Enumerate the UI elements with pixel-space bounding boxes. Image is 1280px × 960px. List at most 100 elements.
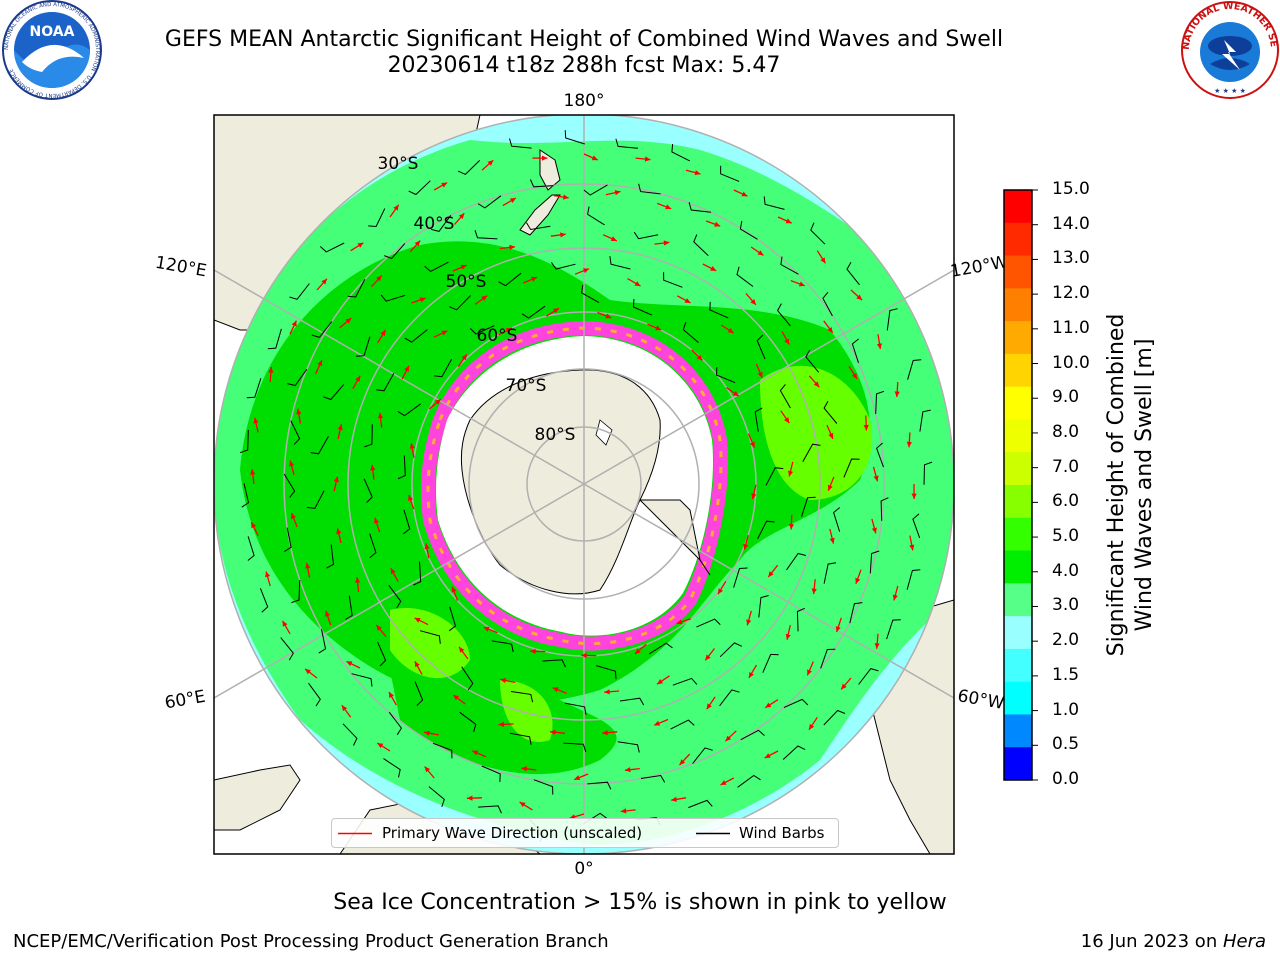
wave-arrow-head (871, 527, 877, 534)
wind-barb (779, 384, 791, 409)
wind-barb (754, 407, 763, 432)
wave-arrow-head (892, 594, 898, 601)
wind-barb (849, 602, 863, 624)
colorbar-swatch (1004, 321, 1032, 355)
wind-barb (783, 698, 809, 709)
wind-barb (736, 266, 754, 287)
wind-barb (564, 702, 587, 715)
wind-barb (696, 618, 721, 628)
colorbar-tick-label: 0.5 (1052, 734, 1080, 755)
wave-arrow-head (459, 646, 465, 653)
noaa-logo-text: NOAA (30, 24, 75, 40)
wind-barb (564, 130, 585, 145)
wave-arrow-head (820, 257, 826, 264)
wind-barb (782, 745, 806, 760)
colorbar-swatch (1004, 419, 1032, 453)
colorbar-title: Significant Height of Combined Wind Wave… (1104, 314, 1157, 657)
wave-arrow-head (706, 703, 712, 710)
wave-arrow-head (654, 720, 661, 726)
wave-arrow-head (710, 266, 717, 271)
colorbar-swatch (1004, 583, 1032, 617)
wave-arrow-head (696, 354, 703, 361)
wave-arrow-head (591, 155, 598, 161)
wind-barb (756, 334, 766, 360)
wind-barb (875, 390, 885, 414)
legend-wind-barbs-label: Wind Barbs (739, 824, 825, 842)
wave-arrow-head (829, 537, 835, 544)
wind-barb (876, 442, 884, 468)
wave-arrow-head (714, 221, 721, 227)
graticule (214, 115, 954, 854)
wind-barb (347, 278, 366, 298)
wave-arrow-head (380, 330, 386, 336)
wave-arrow-head (419, 297, 426, 303)
wave-arrow-head (911, 493, 917, 499)
wave-arrow-head (404, 365, 409, 372)
wave-arrow-head (764, 753, 771, 758)
wave-arrow-head (827, 327, 833, 333)
wave-arrow-head (553, 308, 559, 314)
wave-arrow-head (563, 194, 569, 200)
wave-arrow-head (727, 328, 734, 334)
wave-arrow-head (355, 375, 361, 382)
wave-arrow-head (574, 775, 581, 780)
wave-arrow-head (424, 730, 430, 736)
lat-label-80s: 80°S (535, 425, 576, 445)
wind-barb (670, 719, 695, 730)
wave-arrow-head (487, 160, 494, 166)
wind-barb (318, 629, 327, 654)
wave-arrow-head (519, 802, 526, 808)
wind-barb (619, 697, 645, 706)
lon-label-0: 0° (574, 859, 593, 879)
wind-barb (757, 520, 775, 540)
wave-arrow-head (684, 298, 691, 303)
wave-arrow-head (785, 218, 792, 224)
wave-arrow-head (876, 343, 882, 349)
wave-arrow-head (725, 735, 732, 742)
wave-arrow-head (408, 495, 413, 501)
wind-barb (388, 711, 403, 736)
wind-barb (583, 184, 608, 196)
wind-barb (692, 747, 713, 764)
wave-arrow-head (679, 759, 686, 765)
wave-arrow-head (807, 669, 812, 676)
wave-arrow-head (461, 354, 467, 361)
wind-barb (587, 206, 605, 226)
wind-barb (419, 630, 441, 644)
wave-arrow-head (355, 577, 361, 583)
wind-barb (509, 138, 532, 149)
noaa-logo-icon: NOAA NATIONAL OCEANIC AND ATMOSPHERIC AD… (2, 0, 102, 100)
wind-barb (457, 160, 481, 175)
wind-barb (640, 774, 666, 783)
wave-arrow-head (346, 661, 353, 667)
wind-barb (633, 231, 659, 240)
wave-arrow-head (798, 281, 805, 287)
wave-arrow-head (828, 432, 834, 439)
wave-arrow-head (552, 687, 559, 693)
wave-arrow-head (676, 619, 683, 625)
wave-arrow-head (498, 721, 505, 727)
wind-barb (388, 584, 402, 609)
wind-barb (477, 195, 502, 209)
wave-arrow-head (705, 654, 711, 661)
colorbar-tick-label: 6.0 (1052, 491, 1080, 512)
wave-arrow-head (409, 443, 415, 449)
wind-barb (820, 648, 836, 669)
wind-barb (290, 420, 301, 445)
lon-label-180: 180° (564, 91, 605, 111)
wave-arrow-head (441, 182, 448, 188)
lat-label-50s: 50°S (446, 272, 487, 292)
wind-barb (283, 473, 296, 498)
colorbar-swatch (1004, 616, 1032, 650)
wave-arrow-head (505, 328, 512, 333)
wave-arrow-head (581, 652, 587, 659)
wind-barb (529, 179, 554, 188)
wind-barb (762, 653, 779, 673)
wave-arrow-head (370, 464, 376, 471)
wind-barb (306, 490, 325, 509)
wind-barb (822, 291, 833, 317)
wind-barb (880, 497, 889, 521)
wind-barb (526, 222, 551, 231)
wave-arrow-head (542, 155, 548, 161)
wave-arrow-head (509, 244, 515, 250)
